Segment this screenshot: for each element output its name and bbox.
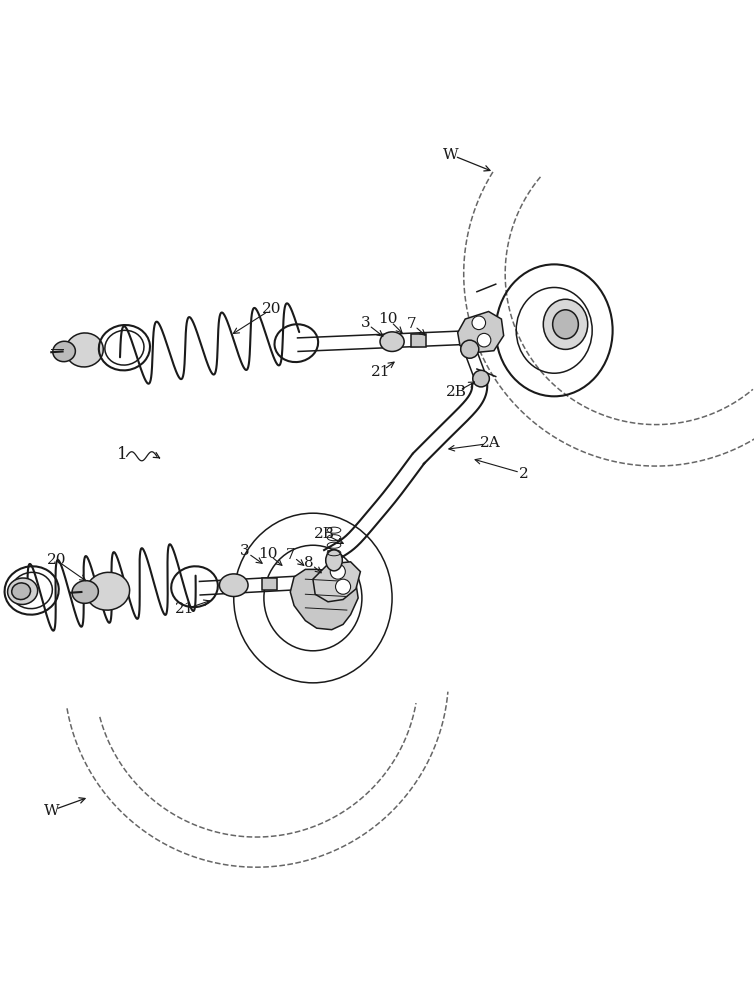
Text: W: W [44, 804, 59, 818]
Circle shape [472, 316, 486, 330]
Circle shape [477, 333, 491, 347]
Text: 3: 3 [241, 544, 250, 558]
Text: 21: 21 [175, 602, 195, 616]
Text: 2: 2 [520, 467, 529, 481]
Polygon shape [411, 334, 426, 347]
Text: 20: 20 [262, 302, 281, 316]
Text: 2A: 2A [480, 436, 501, 450]
Ellipse shape [219, 574, 248, 597]
Ellipse shape [553, 310, 578, 339]
Ellipse shape [72, 581, 98, 603]
Ellipse shape [12, 583, 30, 600]
Polygon shape [262, 578, 277, 590]
Text: 20: 20 [47, 553, 66, 567]
Ellipse shape [53, 341, 75, 362]
Text: 2B: 2B [446, 385, 467, 399]
Text: 1: 1 [117, 446, 127, 463]
Ellipse shape [8, 578, 38, 604]
Circle shape [336, 579, 351, 594]
Ellipse shape [544, 299, 587, 349]
Text: W: W [443, 148, 458, 162]
Text: 2B: 2B [314, 527, 335, 541]
Text: 10: 10 [379, 312, 398, 326]
Text: 21: 21 [371, 365, 391, 379]
Ellipse shape [380, 332, 404, 351]
Text: 7: 7 [287, 548, 296, 562]
Text: 7: 7 [407, 317, 416, 331]
Text: 3: 3 [361, 316, 370, 330]
Ellipse shape [66, 333, 103, 367]
Circle shape [461, 340, 479, 358]
Circle shape [330, 564, 345, 579]
Text: 8: 8 [305, 556, 314, 570]
Ellipse shape [326, 550, 342, 571]
Polygon shape [290, 569, 358, 630]
Text: 10: 10 [258, 547, 277, 561]
Polygon shape [458, 312, 504, 353]
Ellipse shape [86, 572, 130, 610]
Polygon shape [313, 562, 360, 602]
Circle shape [473, 370, 489, 387]
